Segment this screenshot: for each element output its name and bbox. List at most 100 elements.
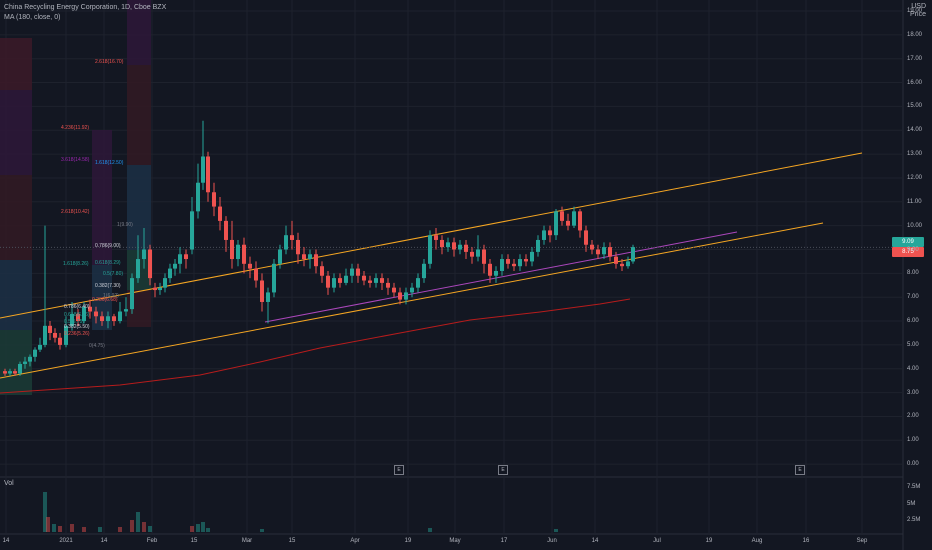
candle-body (446, 242, 450, 248)
earnings-marker[interactable]: E (795, 465, 805, 475)
candle-body (124, 309, 128, 312)
time-tick-label: 19 (705, 538, 713, 544)
candle-body (28, 356, 32, 362)
fib-zone (0, 260, 32, 330)
candle-body (94, 311, 98, 317)
candle-body (518, 259, 522, 267)
time-tick-label: 17 (500, 538, 508, 544)
channel-lower-line (0, 222, 824, 379)
fib-level-label: 1.618(8.26) (63, 261, 89, 267)
volume-bar (52, 524, 56, 532)
volume-bar (46, 517, 50, 532)
price-tick-label: 19.00 (907, 8, 923, 14)
candle-body (548, 230, 552, 236)
time-tick-label: 14 (100, 538, 108, 544)
fib-level-label: 0.5(5.75) (64, 319, 85, 325)
price-tick-label: 10.00 (907, 222, 923, 229)
price-tick-label: 11.00 (907, 198, 922, 205)
fib-level-label: 0.236(5.26) (64, 331, 90, 337)
volume-bar (98, 527, 102, 532)
price-tick-label: 14.00 (907, 127, 923, 134)
candle-body (380, 278, 384, 283)
price-axis-title: Price (910, 11, 926, 18)
candle-body (278, 249, 282, 264)
price-tick-label: 4.00 (907, 365, 919, 372)
candle-body (422, 263, 426, 279)
candle-body (38, 344, 42, 350)
candle-body (488, 263, 492, 276)
ma-line (0, 298, 631, 394)
fib-level-label: 0.618(8.29) (95, 260, 121, 266)
time-tick-label: Aug (751, 538, 763, 544)
fib-level-label: 0(4.75) (89, 343, 105, 349)
ma-indicator-label[interactable]: MA (180, close, 0) (4, 14, 61, 21)
volume-bar (82, 527, 86, 532)
candle-body (542, 230, 546, 240)
time-tick-label: Sep (856, 538, 868, 544)
volume-tick-label: 7.5M (907, 484, 921, 490)
volume-indicator-label[interactable]: Vol (4, 480, 14, 487)
candle-body (626, 261, 630, 267)
candle-body (173, 263, 177, 269)
candle-body (23, 361, 27, 364)
fib-level-label: 3.618(14.58) (61, 157, 90, 163)
candle-body (142, 249, 146, 260)
candle-body (506, 259, 510, 264)
fib-zone (0, 330, 32, 395)
fib-level-label: 0.382(5.50) (64, 324, 90, 330)
candle-body (48, 325, 52, 333)
candle-body (524, 259, 528, 262)
candle-body (500, 259, 504, 271)
fib-level-label: 1(9.90) (117, 222, 133, 228)
candle-body (196, 182, 200, 212)
fib-zone (127, 65, 151, 165)
candle-body (566, 220, 570, 226)
time-tick-label: Jun (547, 538, 557, 544)
candle-body (184, 254, 188, 260)
candle-body (224, 220, 228, 240)
candle-body (590, 244, 594, 250)
candle-body (290, 235, 294, 240)
fib-zone (0, 90, 32, 175)
symbol-title[interactable]: China Recycling Energy Corporation, 1D, … (4, 4, 167, 11)
candle-body (614, 256, 618, 264)
candle-body (70, 313, 74, 326)
candle-body (266, 292, 270, 302)
candle-body (112, 316, 116, 322)
volume-bar (260, 529, 264, 532)
candle-body (440, 239, 444, 248)
candle-body (458, 244, 462, 250)
candle-body (368, 280, 372, 283)
fib-zone (127, 0, 151, 65)
volume-bar (554, 529, 558, 532)
earnings-marker[interactable]: E (394, 465, 404, 475)
time-tick-label: Feb (146, 538, 158, 544)
candle-body (344, 275, 348, 283)
candle-body (148, 249, 152, 279)
price-tick-label: 15.00 (907, 103, 923, 110)
candle-body (302, 254, 306, 260)
earnings-marker[interactable]: E (498, 465, 508, 475)
candle-body (314, 254, 318, 267)
candle-body (118, 311, 122, 322)
candle-body (163, 278, 167, 288)
candle-body (320, 266, 324, 276)
candle-body (631, 247, 635, 262)
candle-body (296, 239, 300, 255)
candle-body (13, 371, 17, 374)
currency-code: USD (911, 3, 926, 10)
candle-body (560, 211, 564, 221)
time-tick-label: 14 (591, 538, 599, 544)
volume-bar (70, 524, 74, 532)
volume-bar (142, 522, 146, 532)
candle-body (8, 371, 12, 374)
candle-body (178, 254, 182, 264)
fib-level-label: 1.618(12.50) (95, 160, 124, 166)
fib-level-label: 0.786(9.00) (95, 243, 121, 249)
candle-body (464, 244, 468, 252)
candle-body (3, 371, 7, 374)
fib-level-label: 1(6.92) (103, 293, 119, 299)
candle-body (608, 247, 612, 257)
candle-body (374, 278, 378, 283)
